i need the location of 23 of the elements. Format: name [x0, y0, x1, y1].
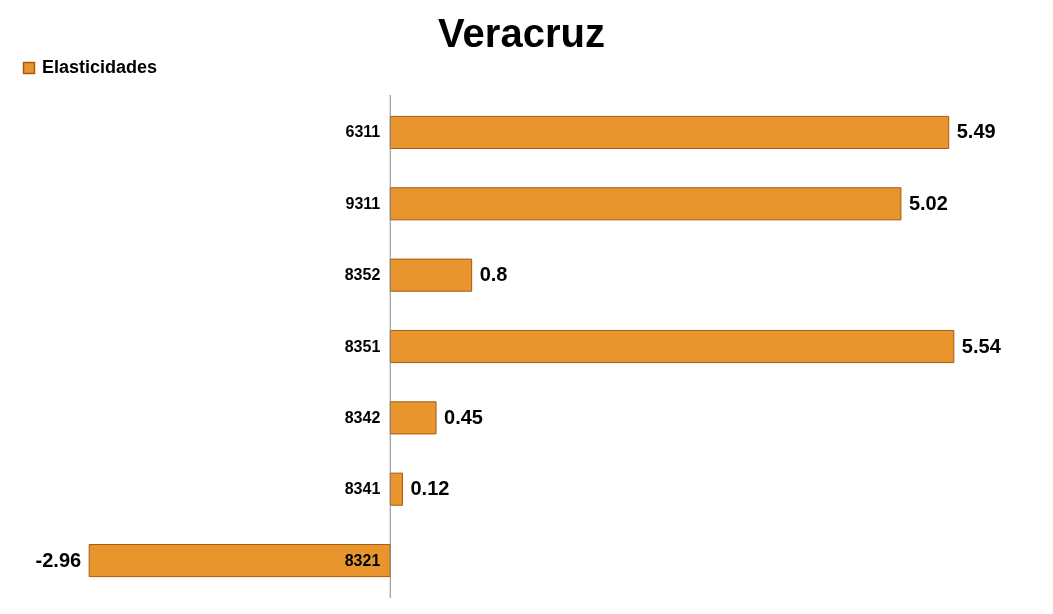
data-label: 5.02	[908, 191, 948, 214]
data-label: -2.96	[35, 548, 82, 571]
bar	[389, 115, 950, 150]
y-tick-label: 6311	[345, 123, 381, 141]
y-tick-label: 8342	[344, 408, 381, 426]
bar	[389, 258, 473, 292]
data-label: 5.54	[961, 334, 1002, 357]
data-label: 0.45	[444, 405, 483, 428]
bar	[88, 543, 391, 578]
chart-title: Veracruz	[438, 11, 605, 55]
bar	[389, 187, 902, 221]
bar	[389, 472, 403, 506]
data-label: 0.12	[410, 477, 450, 500]
y-tick-label: 8321	[344, 551, 381, 569]
bar	[389, 329, 955, 364]
y-tick-label: 9311	[345, 194, 381, 212]
data-label: 5.49	[956, 120, 996, 143]
y-tick-label: 8351	[344, 337, 381, 355]
data-label: 0.8	[479, 263, 508, 286]
y-tick-label: 8341	[344, 480, 381, 498]
legend-label: Elasticidades	[42, 57, 158, 77]
bar	[389, 401, 437, 435]
y-tick-label: 8352	[344, 266, 381, 284]
